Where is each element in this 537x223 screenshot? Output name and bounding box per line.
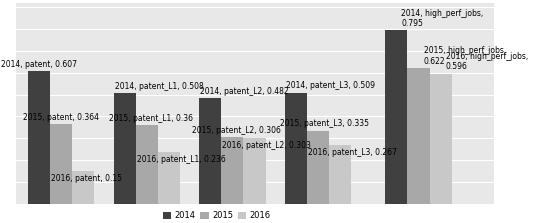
Text: 2015, patent_L3, 0.335: 2015, patent_L3, 0.335 bbox=[280, 119, 368, 128]
Bar bbox=[243, 138, 265, 204]
Bar bbox=[113, 93, 136, 204]
Text: 2015, patent_L2, 0.306: 2015, patent_L2, 0.306 bbox=[192, 126, 281, 135]
Bar bbox=[136, 125, 158, 204]
Text: 2016, high_perf_jobs,
0.596: 2016, high_perf_jobs, 0.596 bbox=[446, 52, 528, 71]
Text: 2015, high_perf_jobs,
0.622: 2015, high_perf_jobs, 0.622 bbox=[424, 46, 506, 66]
Bar bbox=[221, 137, 243, 204]
Text: 2014, high_perf_jobs,
0.795: 2014, high_perf_jobs, 0.795 bbox=[402, 8, 484, 28]
Legend: 2014, 2015, 2016: 2014, 2015, 2016 bbox=[159, 208, 274, 223]
Text: 2014, patent_L3, 0.509: 2014, patent_L3, 0.509 bbox=[286, 81, 375, 90]
Bar bbox=[307, 131, 329, 204]
Text: 2016, patent, 0.15: 2016, patent, 0.15 bbox=[51, 174, 122, 183]
Bar bbox=[50, 124, 72, 204]
Bar bbox=[199, 99, 221, 204]
Text: 2016, patent_L3, 0.267: 2016, patent_L3, 0.267 bbox=[308, 149, 397, 157]
Bar bbox=[329, 145, 351, 204]
Text: 2014, patent, 0.607: 2014, patent, 0.607 bbox=[1, 60, 77, 69]
Bar bbox=[285, 93, 307, 204]
Text: 2014, patent_L2, 0.482: 2014, patent_L2, 0.482 bbox=[200, 87, 289, 96]
Bar bbox=[158, 152, 180, 204]
Text: 2015, patent, 0.364: 2015, patent, 0.364 bbox=[23, 113, 99, 122]
Text: 2016, patent_L1, 0.236: 2016, patent_L1, 0.236 bbox=[137, 155, 226, 164]
Bar bbox=[386, 30, 408, 204]
Text: 2014, patent_L1, 0.508: 2014, patent_L1, 0.508 bbox=[114, 82, 204, 91]
Bar bbox=[28, 71, 50, 204]
Text: 2016, patent_L2, 0.303: 2016, patent_L2, 0.303 bbox=[222, 140, 311, 150]
Text: 2015, patent_L1, 0.36: 2015, patent_L1, 0.36 bbox=[108, 114, 193, 123]
Bar bbox=[430, 74, 452, 204]
Bar bbox=[408, 68, 430, 204]
Bar bbox=[72, 171, 95, 204]
